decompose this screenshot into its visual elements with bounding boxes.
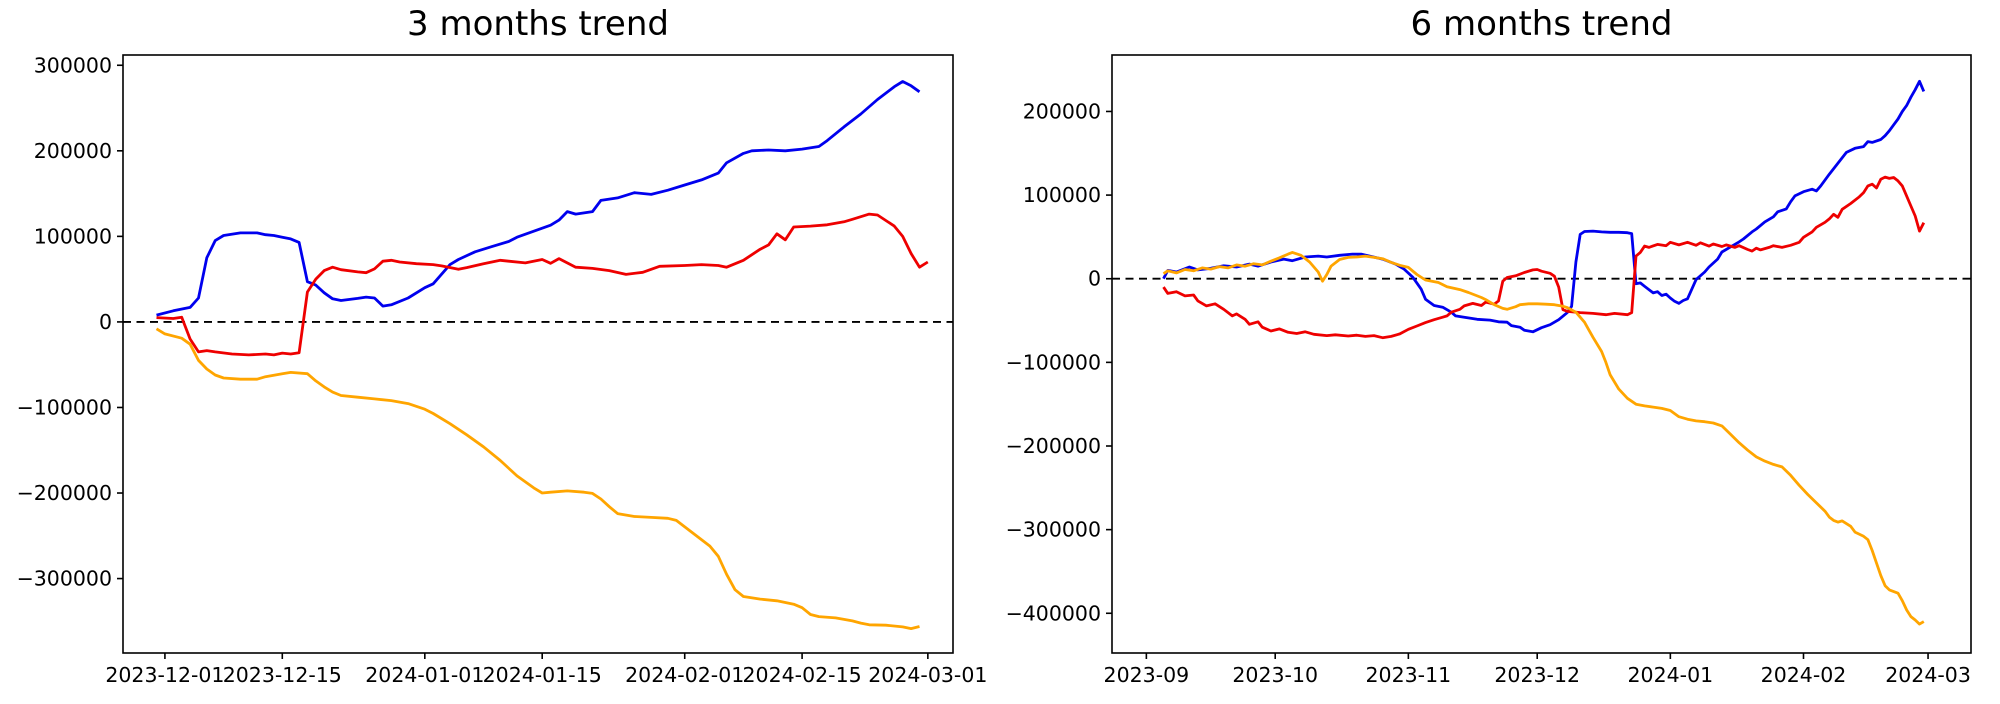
x-tick-label: 2023-12-15: [223, 663, 342, 687]
chart-title-6-months: 6 months trend: [1410, 4, 1673, 44]
y-tick-label: −300000: [17, 567, 112, 591]
x-tick-label: 2024-03-01: [868, 663, 987, 687]
x-tick-label: 2024-02-01: [625, 663, 744, 687]
series-line-red: [1162, 175, 1926, 340]
y-tick-label: 0: [1088, 267, 1101, 291]
series-line-red: [156, 212, 929, 357]
y-tick-label: 100000: [34, 224, 112, 248]
y-tick-label: 0: [99, 310, 112, 334]
x-tick-label: 2024-01-15: [483, 663, 602, 687]
y-tick-label: 200000: [34, 139, 112, 163]
series-line-orange: [1162, 250, 1925, 626]
x-tick-label: 2023-12: [1494, 663, 1580, 687]
x-tick-label: 2024-01-01: [365, 663, 484, 687]
y-tick-label: 200000: [1023, 99, 1101, 123]
x-tick-label: 2023-11: [1366, 663, 1452, 687]
y-tick-label: −300000: [1006, 518, 1101, 542]
x-tick-label: 2024-02-15: [743, 663, 862, 687]
y-tick-label: −200000: [17, 481, 112, 505]
series-line-blue: [1162, 79, 1926, 334]
y-tick-label: −100000: [17, 395, 112, 419]
y-tick-label: −100000: [1006, 350, 1101, 374]
x-tick-label: 2024-02: [1761, 663, 1847, 687]
x-tick-label: 2024-01: [1628, 663, 1714, 687]
y-tick-label: −200000: [1006, 434, 1101, 458]
y-tick-label: 300000: [34, 53, 112, 77]
plot-frame: [122, 54, 954, 654]
y-tick-label: 100000: [1023, 183, 1101, 207]
x-tick-label: 2024-03: [1885, 663, 1971, 687]
series-line-blue: [156, 80, 921, 317]
x-tick-label: 2023-12-01: [105, 663, 224, 687]
plot-frame: [1111, 54, 1972, 654]
x-tick-label: 2023-10: [1232, 663, 1318, 687]
y-tick-label: −400000: [1006, 601, 1101, 625]
series-line-orange: [155, 327, 920, 630]
x-tick-label: 2023-09: [1104, 663, 1190, 687]
chart-title-3-months: 3 months trend: [407, 4, 669, 44]
